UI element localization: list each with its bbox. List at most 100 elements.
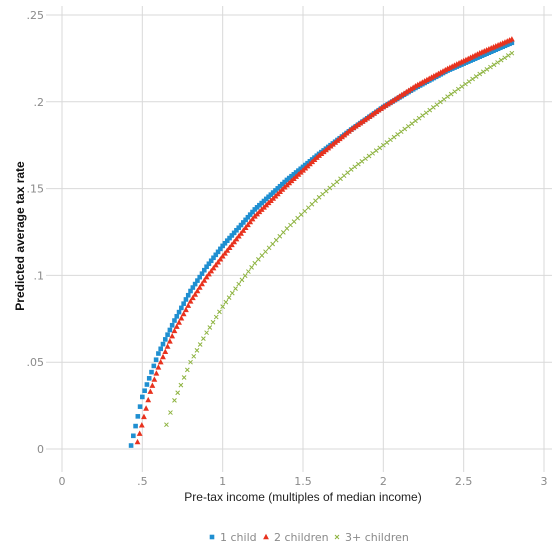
data-point	[192, 281, 198, 287]
data-point	[204, 330, 209, 336]
data-point	[249, 265, 254, 270]
data-point	[405, 87, 412, 93]
data-point	[204, 264, 209, 270]
data-point	[153, 357, 159, 363]
data-point	[508, 36, 515, 42]
y-tick-label: .15	[27, 183, 45, 196]
data-point	[256, 257, 261, 262]
data-point	[398, 91, 405, 98]
data-point	[359, 159, 365, 164]
data-point	[396, 93, 403, 99]
data-point	[473, 74, 479, 79]
data-point	[302, 208, 308, 214]
data-point	[398, 129, 404, 135]
data-point	[145, 396, 152, 403]
data-point	[240, 227, 247, 233]
data-point	[149, 369, 154, 375]
data-point	[181, 375, 187, 380]
data-point	[140, 394, 145, 400]
data-point	[190, 285, 196, 290]
data-point	[179, 305, 184, 311]
data-point	[205, 270, 212, 277]
legend-marker	[209, 534, 215, 540]
data-point	[207, 325, 213, 330]
data-point	[236, 225, 242, 230]
data-point	[213, 314, 219, 320]
data-point	[438, 99, 443, 105]
data-point	[277, 233, 283, 239]
data-point	[246, 269, 251, 274]
data-point	[391, 134, 397, 140]
data-point	[188, 359, 193, 365]
data-point	[226, 244, 233, 250]
data-point	[160, 341, 166, 347]
data-point	[402, 126, 408, 132]
legend-marker	[334, 534, 340, 540]
data-point	[288, 222, 293, 228]
data-point	[196, 284, 203, 290]
data-point	[441, 96, 447, 102]
data-point	[224, 247, 231, 253]
data-point	[172, 398, 177, 403]
grid	[46, 6, 552, 472]
data-point	[395, 132, 400, 137]
data-point	[242, 224, 249, 230]
data-point	[250, 209, 255, 215]
data-point	[171, 327, 178, 334]
data-point	[185, 302, 192, 308]
legend-label: 1 child	[220, 531, 257, 544]
legend-marker	[263, 533, 269, 540]
x-tick-label: 2.5	[455, 475, 473, 488]
data-point	[157, 359, 164, 365]
data-point	[164, 422, 169, 428]
data-point	[245, 221, 251, 228]
data-point	[245, 214, 251, 220]
data-point	[233, 235, 240, 242]
data-point	[352, 164, 358, 170]
legend: 1 child 2 children 3+ children	[209, 531, 409, 544]
data-point	[491, 62, 497, 68]
data-point	[380, 142, 386, 148]
data-point	[241, 220, 246, 225]
data-point	[138, 422, 145, 428]
x-axis-title: Pre-tax income (multiples of median inco…	[184, 490, 421, 504]
x-tick-label: .5	[137, 475, 148, 488]
y-tick-label: .2	[34, 96, 45, 109]
data-point	[208, 267, 215, 274]
data-point	[133, 423, 138, 429]
data-point	[210, 265, 217, 271]
data-point	[128, 443, 134, 448]
data-point	[488, 64, 493, 70]
data-point	[228, 241, 235, 248]
data-point	[430, 105, 436, 110]
y-axis-title: Predicted average tax rate	[13, 161, 27, 311]
data-point	[401, 90, 407, 96]
data-point	[201, 336, 206, 341]
data-point	[238, 230, 244, 236]
data-point	[165, 332, 170, 337]
data-point	[194, 287, 201, 294]
data-point	[203, 273, 210, 280]
data-point	[217, 309, 222, 315]
y-tick-label: .05	[27, 356, 45, 369]
series-triangle	[134, 36, 515, 445]
data-point	[370, 150, 375, 156]
data-point	[384, 140, 390, 145]
data-point	[178, 315, 185, 321]
data-point	[229, 233, 235, 238]
data-point	[195, 278, 200, 283]
data-point	[211, 255, 216, 261]
data-point	[247, 218, 254, 225]
data-point	[178, 382, 184, 388]
data-point	[498, 57, 504, 63]
data-point	[477, 71, 483, 77]
data-point	[407, 85, 414, 92]
data-point	[495, 60, 500, 65]
legend-label: 3+ children	[345, 531, 409, 544]
data-point	[387, 99, 394, 105]
data-point	[231, 230, 237, 236]
data-point	[348, 167, 354, 172]
data-point	[184, 367, 190, 373]
data-point	[199, 280, 205, 287]
